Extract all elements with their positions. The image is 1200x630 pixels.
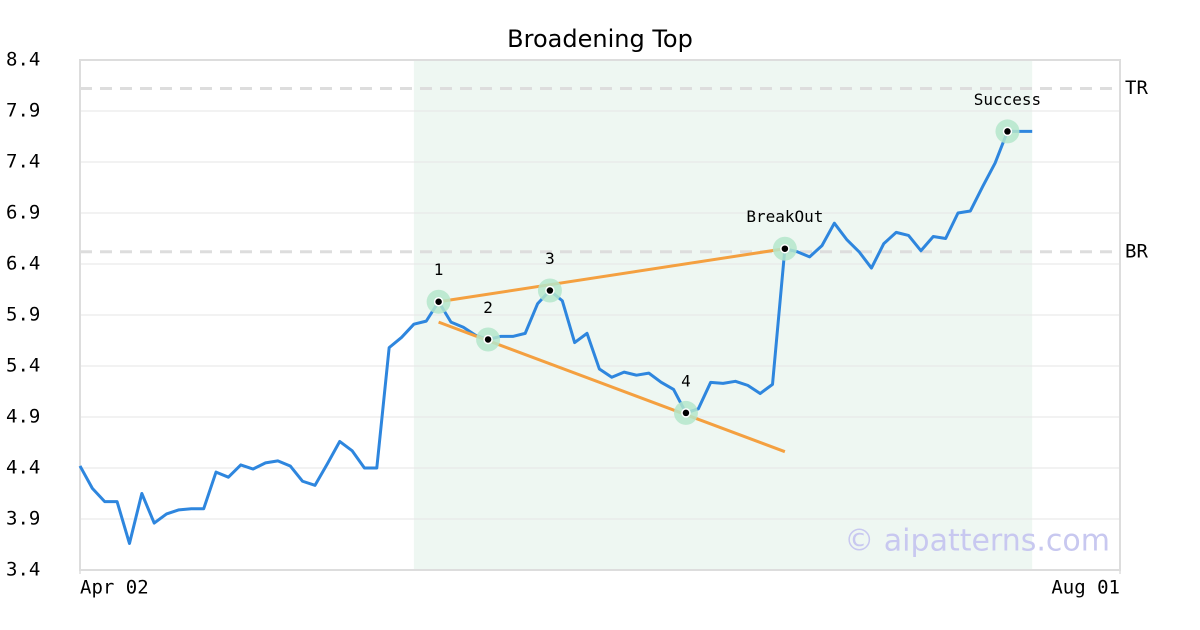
point-dot xyxy=(780,243,790,254)
y-tick-label: 3.4 xyxy=(6,559,40,581)
point-dot xyxy=(545,285,555,296)
x-tick-label: Apr 02 xyxy=(80,577,149,599)
point-label: 3 xyxy=(545,249,555,268)
point-label: 2 xyxy=(483,298,493,317)
point-label: 1 xyxy=(434,260,444,279)
x-tick-label: Aug 01 xyxy=(1051,577,1120,599)
y-tick-label: 4.4 xyxy=(6,457,40,479)
point-dot xyxy=(1002,126,1013,137)
y-tick-label: 6.9 xyxy=(6,202,40,224)
point-dot xyxy=(433,296,444,307)
chart-title: Broadening Top xyxy=(507,25,693,53)
y-tick-label: 7.9 xyxy=(6,100,40,122)
y-tick-label: 6.4 xyxy=(6,253,40,275)
y-tick-label: 5.4 xyxy=(6,355,40,377)
trend-line xyxy=(438,247,786,304)
y-tick-label: 5.9 xyxy=(6,304,40,326)
point-label: 4 xyxy=(681,371,691,390)
point-label: BreakOut xyxy=(746,207,823,226)
plot-frame xyxy=(79,59,1121,571)
y-tick-label: 7.4 xyxy=(6,151,40,173)
point-dot xyxy=(681,408,691,418)
point-dot xyxy=(483,334,493,345)
point-label: Success xyxy=(974,90,1041,109)
level-label: BR xyxy=(1125,240,1148,262)
y-tick-label: 4.9 xyxy=(6,406,40,428)
watermark: © aipatterns.com xyxy=(844,524,1110,559)
level-label: TR xyxy=(1125,77,1148,99)
y-tick-label: 3.9 xyxy=(6,508,40,530)
y-tick-label: 8.4 xyxy=(6,49,40,71)
